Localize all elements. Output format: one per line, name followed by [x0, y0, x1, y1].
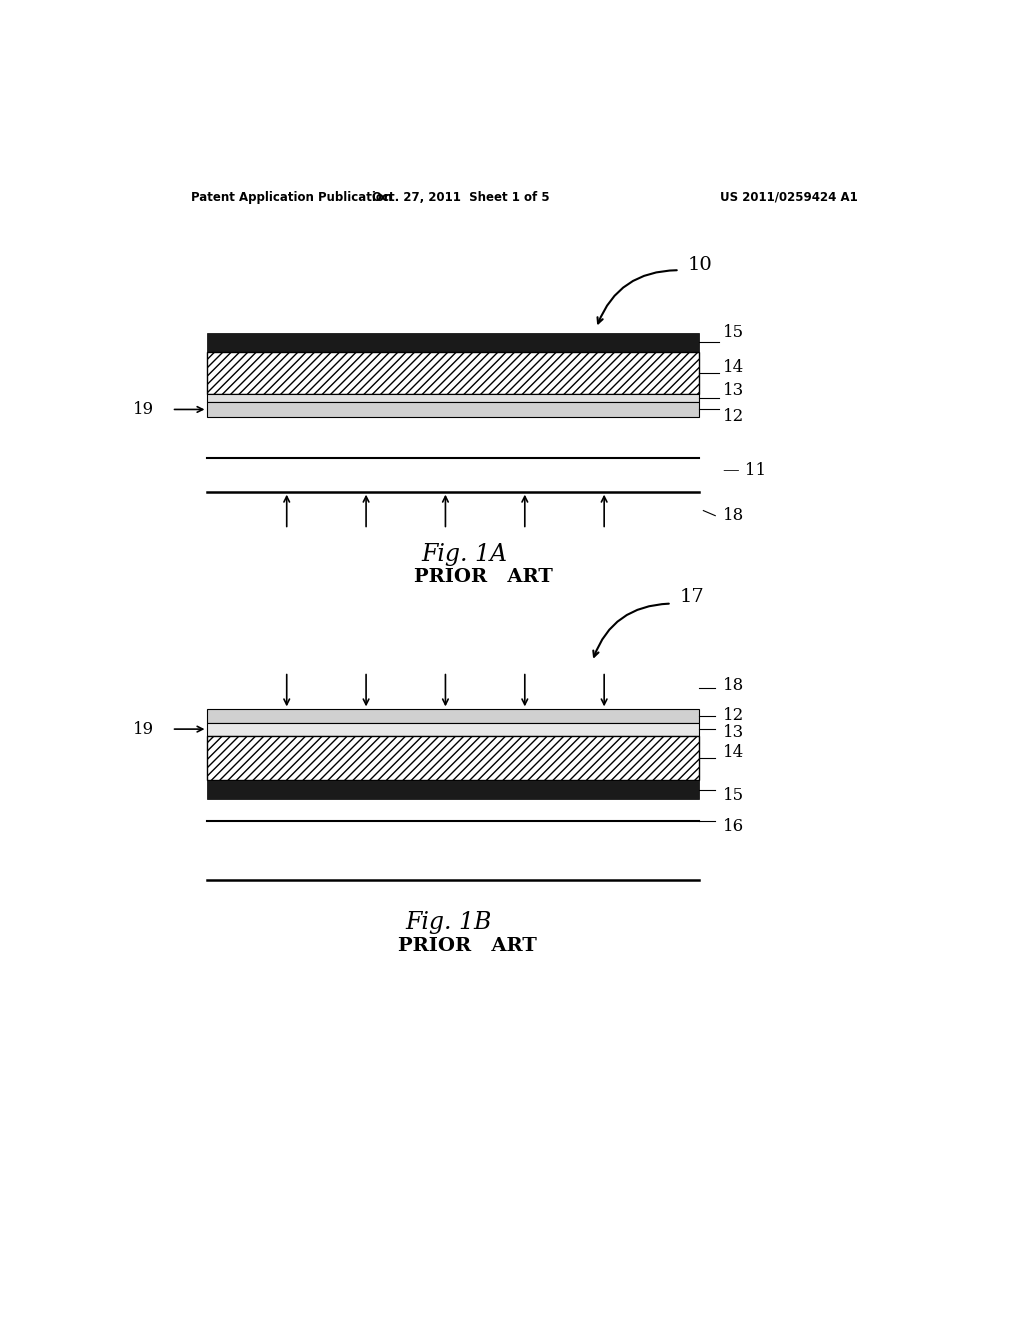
Text: Patent Application Publication: Patent Application Publication: [191, 190, 393, 203]
Text: 19: 19: [133, 401, 155, 418]
Bar: [207, 395, 699, 403]
Bar: [207, 403, 699, 417]
Text: 17: 17: [680, 589, 705, 606]
Text: 15: 15: [723, 787, 744, 804]
Text: 18: 18: [723, 507, 744, 524]
Text: 14: 14: [723, 359, 744, 376]
Text: Fig. 1B: Fig. 1B: [406, 911, 493, 935]
Text: Fig. 1A: Fig. 1A: [422, 544, 508, 566]
Bar: [207, 780, 699, 799]
Text: PRIOR   ART: PRIOR ART: [414, 568, 553, 586]
Text: US 2011/0259424 A1: US 2011/0259424 A1: [720, 190, 858, 203]
Bar: [207, 709, 699, 722]
Text: 13: 13: [723, 381, 744, 399]
Text: 16: 16: [723, 817, 744, 834]
Text: 19: 19: [133, 721, 155, 738]
Text: — 11: — 11: [723, 462, 766, 479]
Bar: [207, 735, 699, 780]
Text: 15: 15: [723, 323, 744, 341]
Text: 13: 13: [723, 723, 744, 741]
Bar: [207, 722, 699, 735]
Text: 10: 10: [687, 256, 713, 275]
Text: 12: 12: [723, 408, 744, 425]
Bar: [207, 333, 699, 351]
Text: 18: 18: [723, 677, 744, 694]
Text: Oct. 27, 2011  Sheet 1 of 5: Oct. 27, 2011 Sheet 1 of 5: [373, 190, 550, 203]
Text: PRIOR   ART: PRIOR ART: [397, 937, 537, 956]
Text: 14: 14: [723, 744, 744, 762]
Text: 12: 12: [723, 708, 744, 725]
Bar: [207, 351, 699, 395]
